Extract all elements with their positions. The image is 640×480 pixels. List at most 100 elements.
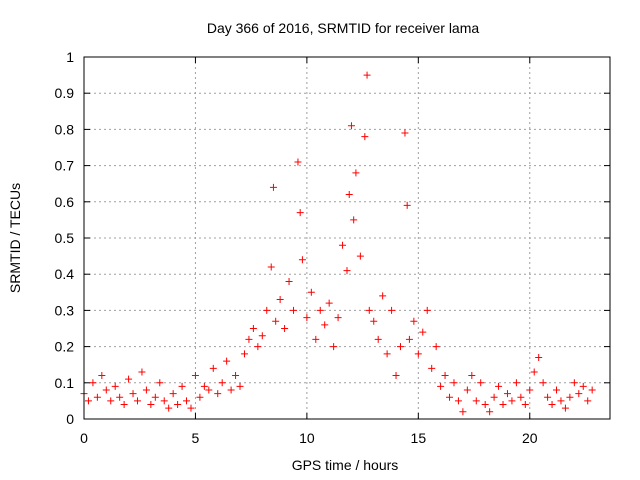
data-point xyxy=(486,408,494,416)
data-point xyxy=(548,401,556,409)
data-point xyxy=(356,252,364,260)
y-axis-label: SRMTID / TECUs xyxy=(7,183,23,293)
data-point xyxy=(191,372,199,380)
data-point xyxy=(272,317,280,325)
data-point xyxy=(481,401,489,409)
data-point xyxy=(316,306,324,314)
y-tick-label: 1 xyxy=(66,49,74,65)
data-point xyxy=(267,263,275,271)
data-point xyxy=(405,335,413,343)
data-point xyxy=(557,397,565,405)
data-point xyxy=(89,379,97,387)
data-point xyxy=(539,379,547,387)
data-point xyxy=(454,397,462,405)
y-tick-label: 0.5 xyxy=(55,230,75,246)
data-point xyxy=(365,306,373,314)
data-point xyxy=(160,397,168,405)
x-axis-label: GPS time / hours xyxy=(292,457,399,473)
data-point xyxy=(352,169,360,177)
x-tick-label: 20 xyxy=(522,430,538,446)
data-point xyxy=(258,332,266,340)
data-series xyxy=(80,71,596,416)
data-point xyxy=(325,299,333,307)
data-point xyxy=(249,325,257,332)
data-point xyxy=(187,404,195,412)
data-point xyxy=(379,292,387,300)
data-point xyxy=(339,241,347,249)
axis-ticks: 00.10.20.30.40.50.60.70.80.910 5 10 15 20 xyxy=(55,49,610,446)
data-point xyxy=(450,379,458,387)
data-point xyxy=(526,386,534,394)
data-point xyxy=(396,343,404,351)
data-point xyxy=(499,401,507,409)
data-point xyxy=(570,379,578,387)
data-point xyxy=(296,209,304,217)
data-point xyxy=(232,372,240,380)
y-tick-label: 0.6 xyxy=(55,194,75,210)
data-point xyxy=(521,401,529,409)
data-point xyxy=(236,382,244,390)
data-point xyxy=(120,401,128,409)
data-point xyxy=(93,393,101,401)
data-point xyxy=(345,191,353,199)
data-point xyxy=(588,386,596,394)
data-point xyxy=(125,375,133,383)
data-point xyxy=(107,397,115,405)
data-point xyxy=(303,314,311,322)
data-point xyxy=(285,277,293,285)
y-tick-label: 0.1 xyxy=(55,375,75,391)
data-point xyxy=(312,335,320,343)
data-point xyxy=(432,343,440,351)
data-point xyxy=(169,390,177,398)
data-point xyxy=(383,350,391,358)
data-point xyxy=(347,122,355,130)
data-point xyxy=(388,306,396,314)
x-tick-label: 10 xyxy=(299,430,315,446)
data-point xyxy=(165,404,173,412)
data-point xyxy=(183,397,191,405)
data-point xyxy=(410,317,418,325)
data-point xyxy=(561,404,569,412)
data-point xyxy=(575,390,583,398)
data-point xyxy=(218,379,226,387)
data-point xyxy=(321,321,329,329)
data-point xyxy=(214,390,222,398)
data-point xyxy=(517,393,525,401)
data-point xyxy=(419,328,427,336)
data-point xyxy=(254,343,262,351)
data-point xyxy=(200,382,208,390)
data-point xyxy=(330,343,338,351)
data-point xyxy=(512,379,520,387)
data-point xyxy=(281,325,289,332)
data-point xyxy=(102,386,110,394)
data-point xyxy=(138,368,146,376)
data-point xyxy=(223,357,231,365)
data-point xyxy=(343,267,351,275)
data-point xyxy=(151,393,159,401)
data-point xyxy=(503,390,511,398)
data-point xyxy=(129,390,137,398)
data-point xyxy=(584,397,592,405)
data-point xyxy=(472,397,480,405)
data-point xyxy=(508,397,516,405)
series-srmtid xyxy=(80,71,596,416)
data-point xyxy=(227,386,235,394)
y-tick-label: 0 xyxy=(66,411,74,427)
data-point xyxy=(142,386,150,394)
data-point xyxy=(178,382,186,390)
data-point xyxy=(98,372,106,380)
data-point xyxy=(276,296,284,304)
x-tick-label: 15 xyxy=(411,430,427,446)
data-point xyxy=(196,393,204,401)
x-tick-label: 0 xyxy=(80,430,88,446)
data-point xyxy=(490,393,498,401)
y-tick-label: 0.9 xyxy=(55,85,75,101)
data-point xyxy=(423,306,431,314)
data-point xyxy=(298,256,306,264)
data-point xyxy=(535,353,543,361)
data-point xyxy=(530,368,538,376)
data-point xyxy=(374,335,382,343)
data-point xyxy=(566,393,574,401)
